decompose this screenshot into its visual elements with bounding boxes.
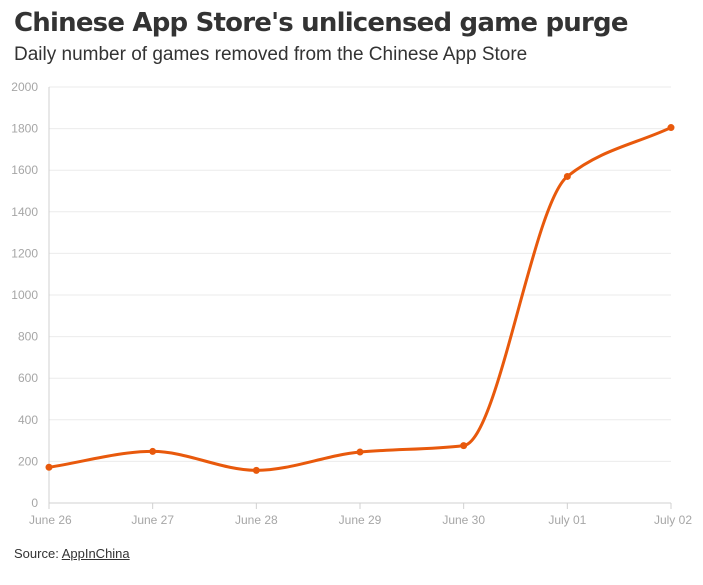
chart-subtitle: Daily number of games removed from the C… (14, 44, 528, 65)
x-tick-label: June 26 (29, 513, 72, 527)
y-tick-label: 1000 (11, 288, 38, 302)
data-point[interactable] (667, 124, 675, 132)
data-point[interactable] (252, 466, 260, 474)
x-tick-label: June 27 (131, 513, 174, 527)
y-tick-labels: 0 200 400 600 800 1000 1200 1400 1600 1800 2000 (11, 80, 38, 510)
axes (48, 87, 672, 509)
data-point[interactable] (563, 172, 571, 180)
source-note: Source: AppInChina (14, 546, 130, 561)
y-tick-label: 800 (18, 330, 38, 344)
y-tick-label: 400 (18, 413, 38, 427)
x-tick-label: July 01 (548, 513, 586, 527)
x-tick-labels: June 26 June 27 June 28 June 29 June 30 July … (29, 513, 692, 527)
source-label: Source: (14, 546, 62, 561)
y-tick-label: 0 (31, 496, 38, 510)
series-layer (45, 124, 675, 474)
chart-title: Chinese App Store's unlicensed game purg… (14, 8, 628, 38)
y-tick-label: 2000 (11, 80, 38, 94)
gridlines (49, 86, 671, 462)
y-tick-label: 1800 (11, 122, 38, 136)
y-tick-label: 1400 (11, 205, 38, 219)
y-tick-label: 600 (18, 371, 38, 385)
x-tick-label: June 30 (442, 513, 485, 527)
y-tick-label: 200 (18, 454, 38, 468)
source-link[interactable]: AppInChina (61, 546, 130, 561)
data-point[interactable] (45, 463, 53, 471)
series-line (47, 126, 673, 472)
data-point[interactable] (356, 448, 364, 456)
y-tick-label: 1200 (11, 246, 38, 260)
x-tick-label: June 29 (339, 513, 382, 527)
y-tick-label: 1600 (11, 163, 38, 177)
data-point[interactable] (149, 447, 157, 455)
data-point[interactable] (460, 442, 468, 450)
x-tick-label: July 02 (654, 513, 692, 527)
x-tick-label: June 28 (235, 513, 278, 527)
